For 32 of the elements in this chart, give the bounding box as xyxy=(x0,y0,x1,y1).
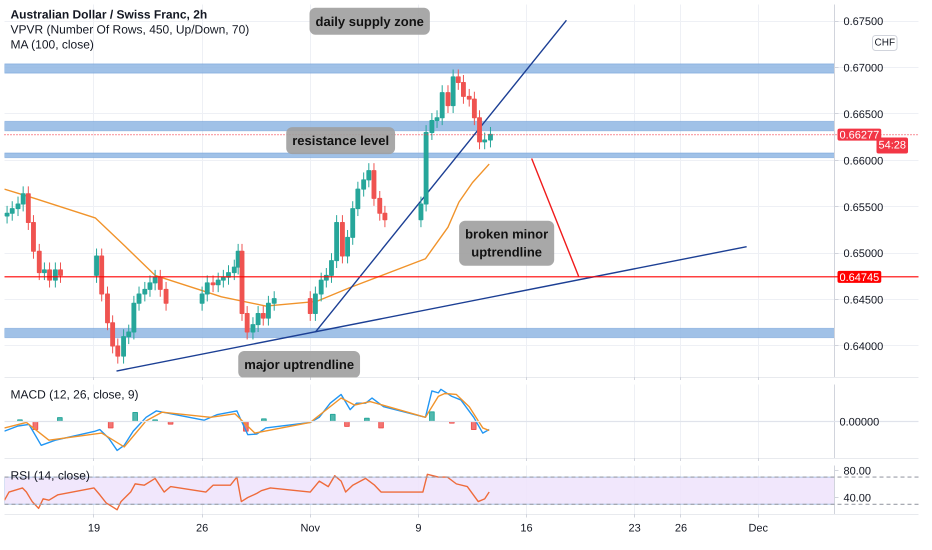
chart-title: RSI (14, close) xyxy=(10,468,90,482)
y-tick-label: 40.00 xyxy=(844,492,872,504)
annotation: daily supply zone xyxy=(316,14,424,29)
y-tick-label: 0.66500 xyxy=(844,108,884,121)
annotation: MA (100, close) xyxy=(10,38,94,52)
annotation: VPVR (Number Of Rows, 450, Up/Down, 70) xyxy=(10,22,250,36)
y-tick-label: 80.00 xyxy=(844,465,872,478)
y-tick-label: 0.67500 xyxy=(844,16,884,28)
annotation: broken minor uptrendline xyxy=(465,226,548,260)
ref-line-label: 0.00000 xyxy=(840,416,880,428)
y-axis-title: CHF xyxy=(874,38,896,48)
x-tick-label: 9 xyxy=(415,522,422,534)
x-tick-label: 26 xyxy=(674,522,688,534)
annotation: 54:28 xyxy=(878,139,906,152)
ref-line-label: 0.64745 xyxy=(840,272,880,284)
x-tick-label: 26 xyxy=(196,522,208,534)
y-tick-label: 0.66000 xyxy=(844,155,884,168)
ref-line-label: 0.66277 xyxy=(840,130,880,142)
x-tick-label: 19 xyxy=(88,522,100,534)
x-tick-label: 23 xyxy=(628,522,641,534)
y-tick-label: 0.65000 xyxy=(844,248,884,260)
y-tick-label: 0.67000 xyxy=(844,62,884,75)
y-tick-label: 0.64500 xyxy=(844,294,884,307)
chart-title: MACD (12, 26, close, 9) xyxy=(10,388,139,402)
y-tick-label: 0.64000 xyxy=(844,340,884,353)
y-tick-label: 0.65500 xyxy=(844,202,884,214)
x-tick-label: Dec xyxy=(748,522,769,534)
chart-title: Australian Dollar / Swiss Franc, 2h xyxy=(10,8,208,22)
x-tick-label: Nov xyxy=(300,522,321,534)
annotation: major uptrendline xyxy=(244,356,354,372)
annotation: resistance level xyxy=(292,133,390,148)
x-tick-label: 16 xyxy=(520,522,533,534)
